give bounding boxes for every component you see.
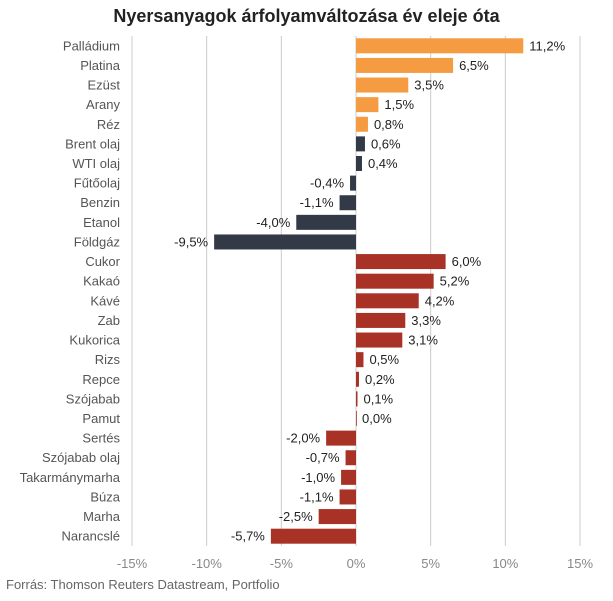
value-label: 5,2% [440, 274, 470, 289]
category-label: Kukorica [69, 333, 120, 348]
category-label: Takarmánymarha [20, 470, 121, 485]
value-label: 6,0% [452, 254, 482, 269]
bar [356, 77, 409, 93]
value-label: 3,1% [408, 333, 438, 348]
value-label: -2,0% [286, 431, 320, 446]
value-label: -1,1% [300, 195, 334, 210]
category-label: Palládium [63, 38, 120, 53]
bar [356, 371, 359, 387]
value-label: -1,1% [300, 489, 334, 504]
value-label: 0,4% [368, 156, 398, 171]
category-label: Cukor [85, 254, 120, 269]
bar [356, 293, 419, 309]
value-label: 11,2% [529, 38, 565, 53]
category-label: Ezüst [87, 78, 120, 93]
category-label: Szójabab olaj [42, 450, 120, 465]
bar [341, 469, 356, 485]
bar [270, 528, 356, 544]
category-label: Pamut [82, 411, 120, 426]
bar [356, 411, 357, 426]
category-label: Etanol [83, 215, 120, 230]
bar [356, 97, 379, 113]
x-tick-label: -5% [270, 556, 294, 571]
bar [214, 234, 356, 250]
category-label: Platina [80, 58, 121, 73]
bar [356, 391, 358, 407]
bar [318, 509, 356, 525]
gridlines [131, 36, 581, 546]
category-label: Rizs [95, 352, 121, 367]
value-label: 3,5% [414, 78, 444, 93]
bar [356, 136, 365, 152]
bar [356, 156, 362, 171]
x-tick-label: -10% [191, 556, 222, 571]
category-label: Repce [82, 372, 120, 387]
bar [345, 450, 356, 466]
bar [296, 214, 356, 230]
bar [356, 116, 368, 132]
value-label: -4,0% [256, 215, 290, 230]
value-label: -0,4% [310, 176, 344, 191]
bar [356, 38, 524, 54]
bar [339, 489, 356, 505]
x-tick-label: 15% [567, 556, 593, 571]
value-label: 0,2% [365, 372, 395, 387]
category-label: Búza [90, 489, 120, 504]
value-label: 0,1% [363, 391, 393, 406]
x-tick-label: -15% [117, 556, 148, 571]
category-label: Sertés [82, 431, 120, 446]
category-label: Zab [98, 313, 120, 328]
value-label: -5,7% [231, 529, 265, 544]
value-label: 3,3% [411, 313, 441, 328]
category-label: Kakaó [83, 274, 120, 289]
category-labels: Palládium Platina Ezüst Arany Réz Brent olaj W… [20, 38, 121, 543]
bar [356, 254, 446, 270]
value-label: -9,5% [174, 234, 208, 249]
source-note: Forrás: Thomson Reuters Datastream, Port… [6, 577, 280, 592]
category-label: Kávé [90, 293, 120, 308]
category-label: WTI olaj [72, 156, 120, 171]
category-label: Földgáz [74, 234, 120, 249]
value-label: 0,6% [371, 136, 401, 151]
value-labels: 11,2%6,5%3,5%1,5%0,8%0,6%0,4%-0,4%-1,1%-… [174, 38, 565, 543]
bar [356, 312, 406, 328]
x-tick-label: 10% [492, 556, 518, 571]
value-label: -1,0% [301, 470, 335, 485]
bar [350, 175, 356, 191]
bars [214, 38, 524, 544]
value-label: 0,8% [374, 117, 404, 132]
x-tick-label: 0% [347, 556, 366, 571]
category-label: Marha [83, 509, 121, 524]
bar [356, 57, 454, 73]
value-label: -0,7% [306, 450, 340, 465]
category-label: Réz [97, 117, 120, 132]
value-label: 1,5% [384, 97, 414, 112]
category-label: Fűtőolaj [74, 176, 120, 191]
category-label: Narancslé [61, 529, 120, 544]
bar [356, 273, 434, 289]
category-label: Arany [86, 97, 120, 112]
bar [356, 352, 364, 368]
value-label: 6,5% [459, 58, 489, 73]
bar [339, 195, 356, 211]
bar [356, 332, 403, 348]
category-label: Brent olaj [65, 136, 120, 151]
x-axis-ticks: -15% -10% -5% 0% 5% 10% 15% [117, 556, 594, 571]
value-label: 4,2% [425, 293, 455, 308]
chart-title: Nyersanyagok árfolyamváltozása év eleje … [113, 6, 500, 26]
category-label: Benzin [80, 195, 120, 210]
x-tick-label: 5% [421, 556, 440, 571]
category-label: Szójabab [66, 391, 120, 406]
value-label: -2,5% [279, 509, 313, 524]
value-label: 0,5% [369, 352, 399, 367]
bar [326, 430, 356, 446]
value-label: 0,0% [362, 411, 392, 426]
